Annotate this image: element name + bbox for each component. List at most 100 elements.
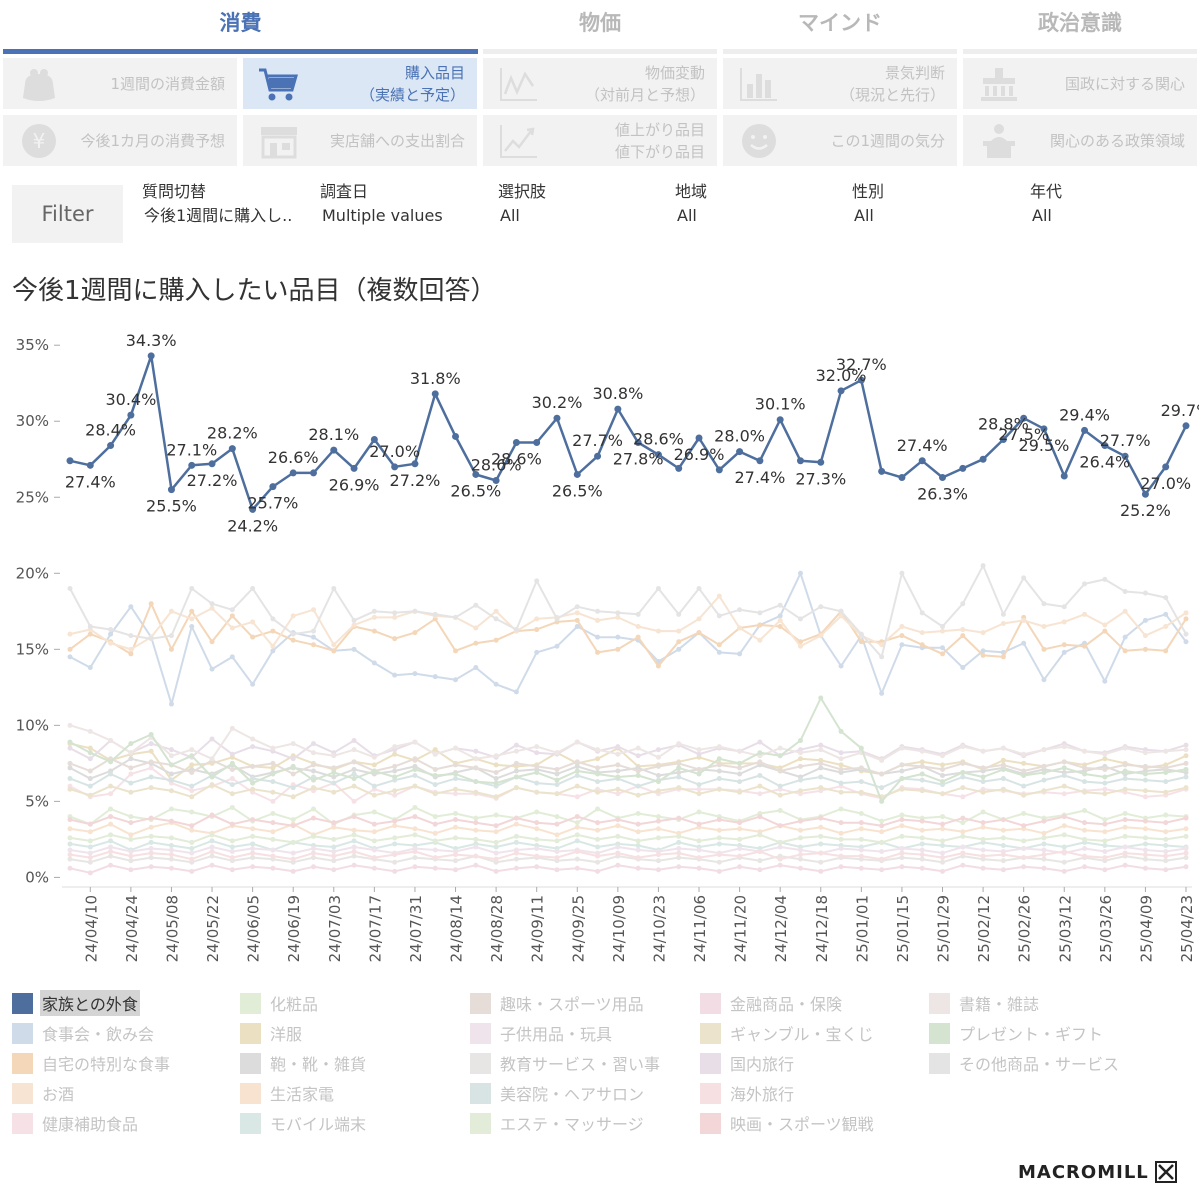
data-point bbox=[473, 602, 479, 608]
legend-item[interactable]: 海外旅行 bbox=[700, 1080, 796, 1106]
legend-item[interactable]: 書籍・雑誌 bbox=[929, 990, 1041, 1016]
legend-swatch bbox=[470, 992, 491, 1014]
data-point bbox=[615, 817, 621, 823]
data-point bbox=[1142, 771, 1148, 777]
subtile-weekly-mood[interactable]: この1週間の気分 bbox=[723, 115, 957, 166]
data-point bbox=[229, 791, 235, 797]
legend-item[interactable]: ギャンブル・宝くじ bbox=[700, 1020, 876, 1046]
data-point bbox=[818, 841, 824, 847]
legend-swatch bbox=[12, 1052, 33, 1074]
subtile-price-change[interactable]: 物価変動 （対前月と予想） bbox=[483, 58, 717, 109]
data-point bbox=[67, 826, 73, 832]
subtile-weekly-spending[interactable]: 1週間の消費金額 bbox=[3, 58, 237, 109]
subtile-national-politics[interactable]: 国政に対する関心 bbox=[963, 58, 1197, 109]
legend-item[interactable]: 生活家電 bbox=[240, 1080, 336, 1106]
data-point bbox=[269, 483, 277, 491]
data-point bbox=[1061, 791, 1067, 797]
filter-label: 選択肢 bbox=[498, 182, 547, 201]
subtile-business-judgment[interactable]: 景気判断 （現況と先行） bbox=[723, 58, 957, 109]
filter-button[interactable]: Filter bbox=[12, 185, 123, 243]
legend-item[interactable]: 趣味・スポーツ用品 bbox=[470, 990, 646, 1016]
data-point bbox=[1061, 823, 1067, 829]
data-point bbox=[148, 833, 154, 839]
subtile-monthly-forecast[interactable]: ¥ 今後1カ月の消費予想 bbox=[3, 115, 237, 166]
legend-item[interactable]: 国内旅行 bbox=[700, 1050, 796, 1076]
tab-mind[interactable]: マインド bbox=[723, 0, 957, 54]
data-point bbox=[250, 763, 256, 769]
data-point bbox=[351, 832, 357, 838]
data-point bbox=[757, 791, 763, 797]
legend-item[interactable]: 子供用品・玩具 bbox=[470, 1020, 614, 1046]
data-point bbox=[737, 771, 743, 777]
legend-item[interactable]: その他商品・サービス bbox=[929, 1050, 1121, 1076]
data-point bbox=[635, 634, 641, 640]
subtile-price-up-down[interactable]: 値上がり品目 値下がり品目 bbox=[483, 115, 717, 166]
filter-choice[interactable]: 選択肢 All bbox=[498, 181, 546, 229]
legend-item[interactable]: 自宅の特別な食事 bbox=[12, 1050, 172, 1076]
series-食事会・飲み会 bbox=[67, 570, 1189, 707]
subtile-policy-interest[interactable]: 関心のある政策領域 bbox=[963, 115, 1197, 166]
data-point bbox=[655, 788, 661, 794]
data-point bbox=[878, 467, 886, 475]
data-point bbox=[797, 852, 803, 858]
data-point bbox=[270, 798, 276, 804]
legend-item[interactable]: 洋服 bbox=[240, 1020, 304, 1046]
data-point bbox=[391, 463, 399, 471]
filter-value[interactable]: All bbox=[500, 206, 520, 225]
legend-item[interactable]: 食事会・飲み会 bbox=[12, 1020, 156, 1046]
tab-prices[interactable]: 物価 bbox=[483, 0, 717, 54]
data-point bbox=[716, 642, 722, 648]
filter-survey-date[interactable]: 調査日 Multiple values bbox=[320, 181, 443, 229]
legend-item[interactable]: 映画・スポーツ観戦 bbox=[700, 1110, 876, 1136]
legend-item[interactable]: 健康補助食品 bbox=[12, 1110, 140, 1136]
series-line bbox=[69, 821, 1187, 836]
filter-value[interactable]: All bbox=[1032, 206, 1052, 225]
filter-region[interactable]: 地域 All bbox=[675, 181, 707, 229]
filter-age[interactable]: 年代 All bbox=[1030, 181, 1062, 229]
data-point bbox=[858, 765, 864, 771]
data-point bbox=[797, 750, 803, 756]
data-point bbox=[127, 411, 135, 419]
data-point bbox=[919, 856, 925, 862]
data-point bbox=[67, 654, 73, 660]
legend-item[interactable]: 化粧品 bbox=[240, 990, 320, 1016]
data-point bbox=[229, 804, 235, 810]
filter-value[interactable]: 今後1週間に購入し.. bbox=[144, 206, 293, 225]
legend-item[interactable]: プレゼント・ギフト bbox=[929, 1020, 1105, 1046]
data-point bbox=[250, 850, 256, 856]
legend-item[interactable]: モバイル端末 bbox=[240, 1110, 368, 1136]
filter-value[interactable]: All bbox=[677, 206, 697, 225]
data-point bbox=[879, 867, 885, 873]
subtile-purchase-items[interactable]: 購入品目 （実績と予定） bbox=[243, 58, 477, 109]
data-point bbox=[1021, 575, 1027, 581]
data-point bbox=[615, 833, 621, 839]
filter-value[interactable]: All bbox=[854, 206, 874, 225]
tab-consumption[interactable]: 消費 bbox=[3, 0, 478, 54]
filter-value[interactable]: Multiple values bbox=[322, 206, 443, 225]
filter-question[interactable]: 質問切替 今後1週間に購入し.. bbox=[142, 181, 292, 229]
legend-item[interactable]: 家族との外食 bbox=[12, 990, 140, 1016]
data-point bbox=[899, 833, 905, 839]
subtile-store-share[interactable]: 実店舗への支出割合 bbox=[243, 115, 477, 166]
data-point bbox=[331, 753, 337, 759]
series-金融商品・保険 bbox=[67, 862, 1189, 876]
data-point bbox=[87, 844, 93, 850]
data-point bbox=[473, 815, 479, 821]
legend-item[interactable]: エステ・マッサージ bbox=[470, 1110, 646, 1136]
data-point bbox=[554, 849, 560, 855]
data-point bbox=[108, 738, 114, 744]
tab-politics[interactable]: 政治意識 bbox=[963, 0, 1197, 54]
filter-gender[interactable]: 性別 All bbox=[852, 181, 884, 229]
data-point bbox=[351, 798, 357, 804]
data-point bbox=[1082, 853, 1088, 859]
legend-item[interactable]: お酒 bbox=[12, 1080, 76, 1106]
data-point bbox=[1061, 814, 1067, 820]
data-point bbox=[940, 859, 946, 865]
data-point bbox=[67, 585, 73, 591]
legend-item[interactable]: 金融商品・保険 bbox=[700, 990, 844, 1016]
legend-item[interactable]: 鞄・靴・雑貨 bbox=[240, 1050, 368, 1076]
legend-item[interactable]: 教育サービス・習い事 bbox=[470, 1050, 662, 1076]
legend-item[interactable]: 美容院・ヘアサロン bbox=[470, 1080, 646, 1106]
series-line bbox=[69, 814, 1187, 827]
series-子供用品・玩具 bbox=[67, 844, 1189, 856]
